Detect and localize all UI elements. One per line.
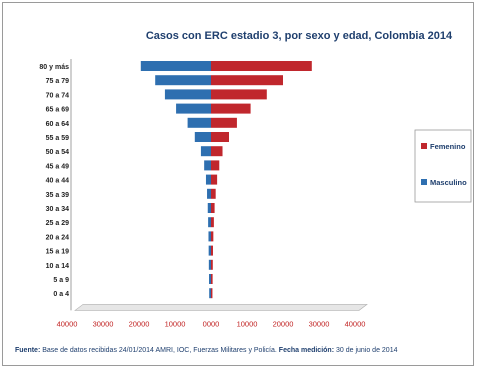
bar-femenino-3: [211, 245, 213, 256]
bar-femenino-7: [211, 188, 216, 199]
bar-masculino-7: [207, 188, 211, 199]
pyramid-chart: Casos con ERC estadio 3, por sexo y edad…: [39, 30, 472, 328]
measurement-date-label: Fecha medición:: [278, 347, 335, 354]
y-tick-label: 80 y más: [39, 64, 69, 71]
x-tick-label: 30000: [309, 319, 330, 328]
y-tick-label: 35 a 39: [46, 192, 69, 199]
bar-masculino-5: [208, 217, 211, 228]
bar-femenino-11: [211, 132, 229, 142]
y-tick-label: 40 a 44: [46, 178, 69, 185]
chart-title: Casos con ERC estadio 3, por sexo y edad…: [146, 30, 453, 42]
bar-femenino-12: [211, 117, 237, 128]
bar-femenino-0: [211, 288, 213, 299]
bar-masculino-0: [209, 288, 211, 299]
y-axis-labels: 80 y más 75 a 79 70 a 74 65 a 69 60 a 64 55 a…: [39, 64, 69, 298]
x-axis: 40000 30000 20000 10000 0000 10000 20000 30000 4…: [57, 59, 368, 328]
bar-masculino-14: [164, 89, 211, 100]
x-tick-label: 40000: [57, 319, 78, 328]
source-text: Base de datos recibidas 24/01/2014 AMRI,…: [42, 347, 277, 354]
source-label: Fuente:: [15, 347, 41, 354]
bar-femenino-9: [211, 160, 220, 171]
legend-swatch-femenino: [421, 143, 427, 149]
bar-femenino-1: [211, 274, 213, 284]
bar-masculino-13: [176, 103, 211, 114]
bar-masculino-1: [209, 274, 211, 284]
bar-masculino-11: [194, 132, 211, 142]
y-tick-label: 15 a 19: [46, 249, 69, 256]
bar-masculino-15: [155, 75, 211, 86]
legend-box: [414, 129, 472, 203]
x-tick-label: 20000: [129, 319, 150, 328]
y-tick-label: 30 a 34: [46, 206, 69, 213]
legend: Femenino Masculino: [414, 129, 472, 203]
legend-label-femenino: Femenino: [430, 142, 466, 151]
bar-masculino-8: [205, 174, 211, 185]
y-tick-label: 45 a 49: [46, 163, 69, 170]
bar-femenino-15: [211, 75, 283, 86]
y-tick-label: 10 a 14: [46, 263, 69, 270]
bar-femenino-4: [211, 231, 214, 242]
bar-femenino-8: [211, 174, 218, 185]
x-tick-label: 10000: [237, 319, 258, 328]
bar-femenino-13: [211, 103, 251, 114]
legend-swatch-masculino: [421, 179, 427, 185]
y-tick-label: 25 a 29: [46, 220, 69, 227]
y-tick-label: 5 a 9: [53, 277, 69, 284]
source-note: Fuente: Base de datos recibidas 24/01/20…: [15, 346, 467, 356]
x-tick-label: 10000: [165, 319, 186, 328]
y-tick-label: 0 a 4: [53, 291, 69, 298]
y-tick-label: 50 a 54: [46, 149, 69, 156]
bar-femenino-16: [211, 61, 312, 71]
y-tick-label: 65 a 69: [46, 107, 69, 114]
bar-masculino-3: [208, 245, 211, 256]
bar-femenino-5: [211, 217, 214, 228]
bar-femenino-2: [211, 259, 213, 270]
x-tick-label: 20000: [273, 319, 294, 328]
y-tick-label: 20 a 24: [46, 234, 69, 241]
y-tick-label: 60 a 64: [46, 121, 69, 128]
bar-masculino-9: [204, 160, 211, 171]
x-tick-label: 30000: [93, 319, 114, 328]
x-tick-label: 0000: [203, 319, 220, 328]
x-tick-label: 40000: [345, 319, 366, 328]
bar-masculino-4: [208, 231, 211, 242]
bar-masculino-16: [140, 61, 211, 71]
y-tick-label: 55 a 59: [46, 135, 69, 142]
chart-frame: Casos con ERC estadio 3, por sexo y edad…: [2, 2, 474, 366]
bar-femenino-14: [211, 89, 267, 100]
bar-masculino-6: [207, 203, 211, 213]
y-tick-label: 70 a 74: [46, 92, 69, 99]
bar-masculino-10: [200, 146, 211, 157]
bars-layer: [140, 61, 312, 299]
bar-femenino-10: [211, 146, 223, 157]
measurement-date: 30 de junio de 2014: [335, 347, 398, 354]
chart-floor: [74, 304, 368, 311]
bar-masculino-12: [187, 117, 211, 128]
bar-femenino-6: [211, 203, 215, 213]
legend-label-masculino: Masculino: [430, 178, 467, 187]
y-tick-label: 75 a 79: [46, 78, 69, 85]
bar-masculino-2: [208, 259, 211, 270]
